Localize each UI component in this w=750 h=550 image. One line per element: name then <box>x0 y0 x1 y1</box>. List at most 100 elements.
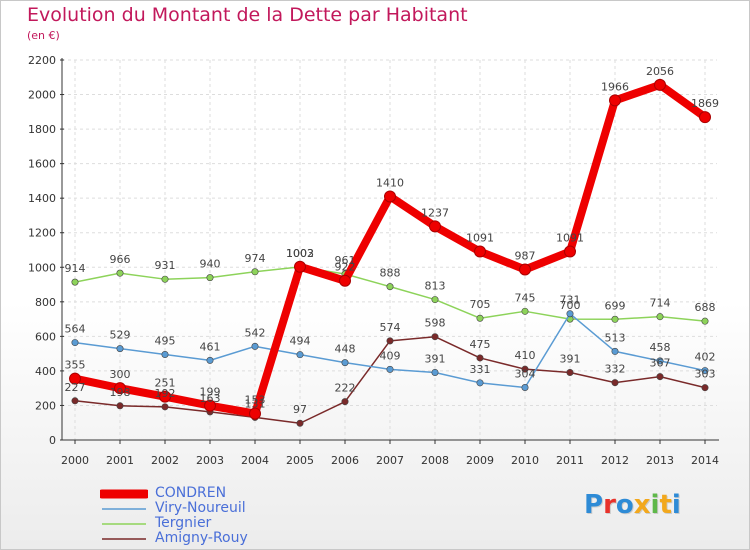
point-condren-2009 <box>474 245 486 258</box>
point-condren-2008 <box>429 220 441 233</box>
point-condren-2012 <box>609 94 621 107</box>
data-label-viry-noureuil-2005: 494 <box>290 335 311 348</box>
data-label-viry-noureuil-2012: 513 <box>605 331 626 344</box>
point-amigny-rouy-2007 <box>386 337 394 345</box>
point-viry-noureuil-2002 <box>161 350 169 358</box>
point-tergnier-2001 <box>116 269 124 277</box>
x-tick-label-2009: 2009 <box>466 454 494 467</box>
x-tick-label-2001: 2001 <box>106 454 134 467</box>
point-condren-2006 <box>339 274 351 287</box>
data-label-amigny-rouy-2014: 303 <box>695 368 716 381</box>
data-label-amigny-rouy-2009: 475 <box>470 338 491 351</box>
point-viry-noureuil-2012 <box>611 347 619 355</box>
data-label-viry-noureuil-2009: 331 <box>470 363 491 376</box>
point-amigny-rouy-2006 <box>341 398 349 406</box>
data-label-condren-2013: 2056 <box>646 65 674 78</box>
x-tick-label-2013: 2013 <box>646 454 674 467</box>
y-tick-label-1200: 1200 <box>28 227 56 240</box>
data-label-condren-2005: 1003 <box>286 247 314 260</box>
point-tergnier-2004 <box>251 268 259 276</box>
data-label-condren-2011: 1091 <box>556 232 584 245</box>
data-label-amigny-rouy-2003: 163 <box>200 392 221 405</box>
y-tick-label-400: 400 <box>35 365 56 378</box>
point-tergnier-2003 <box>206 274 214 282</box>
data-label-viry-noureuil-2010: 304 <box>515 367 536 380</box>
x-tick-label-2011: 2011 <box>556 454 584 467</box>
x-tick-label-2004: 2004 <box>241 454 269 467</box>
y-tick-label-200: 200 <box>35 399 56 412</box>
y-tick-label-2200: 2200 <box>28 54 56 67</box>
point-tergnier-2000 <box>71 278 79 286</box>
point-tergnier-2010 <box>521 307 529 315</box>
point-condren-2007 <box>384 190 396 203</box>
data-label-amigny-rouy-2008: 598 <box>425 317 446 330</box>
x-tick-label-2000: 2000 <box>61 454 89 467</box>
legend-label-viry-noureuil: Viry-Noureuil <box>155 500 246 516</box>
data-label-viry-noureuil-2008: 391 <box>425 352 446 365</box>
data-label-viry-noureuil-2014: 402 <box>695 351 716 364</box>
data-label-amigny-rouy-2005: 97 <box>293 403 307 416</box>
series-lines <box>69 78 711 427</box>
data-label-condren-2004: 153 <box>245 394 266 407</box>
data-label-viry-noureuil-2003: 461 <box>200 340 221 353</box>
x-tick-label-2006: 2006 <box>331 454 359 467</box>
point-condren-2011 <box>564 245 576 258</box>
data-label-tergnier-2003: 940 <box>200 258 221 271</box>
x-tick-label-2005: 2005 <box>286 454 314 467</box>
data-label-tergnier-2011: 700 <box>560 299 581 312</box>
data-label-tergnier-2007: 888 <box>380 267 401 280</box>
data-label-condren-2007: 1410 <box>376 176 404 189</box>
data-label-tergnier-2001: 966 <box>110 253 131 266</box>
legend-label-amigny-rouy: Amigny-Rouy <box>155 530 248 546</box>
point-condren-2004 <box>249 407 261 420</box>
data-label-condren-2001: 300 <box>110 368 131 381</box>
point-condren-2000 <box>69 372 81 385</box>
point-amigny-rouy-2012 <box>611 379 619 387</box>
point-viry-noureuil-2006 <box>341 359 349 367</box>
y-tick-label-800: 800 <box>35 296 56 309</box>
legend-label-condren: CONDREN <box>155 485 227 501</box>
data-label-condren-2002: 251 <box>155 377 176 390</box>
point-condren-2005 <box>294 260 306 273</box>
legend-swatch-tergnier <box>102 523 146 525</box>
data-label-tergnier-2002: 931 <box>155 259 176 272</box>
data-label-amigny-rouy-2012: 332 <box>605 363 626 376</box>
legend: CONDREN Viry-Noureuil Tergnier Amigny-Ro… <box>100 486 248 546</box>
data-label-amigny-rouy-2011: 391 <box>560 352 581 365</box>
proxiti-logo: Proxiti <box>584 490 681 520</box>
y-tick-label-1800: 1800 <box>28 123 56 136</box>
point-amigny-rouy-2005 <box>296 419 304 427</box>
point-amigny-rouy-2013 <box>656 373 664 381</box>
point-condren-2001 <box>114 382 126 395</box>
point-viry-noureuil-2009 <box>476 379 484 387</box>
chart-title: Evolution du Montant de la Dette par Hab… <box>27 4 468 26</box>
point-amigny-rouy-2001 <box>116 402 124 410</box>
data-label-condren-2014: 1869 <box>691 97 719 110</box>
data-label-tergnier-2014: 688 <box>695 301 716 314</box>
legend-item-tergnier: Tergnier <box>100 516 248 531</box>
y-tick-label-2000: 2000 <box>28 89 56 102</box>
data-label-amigny-rouy-2002: 192 <box>155 387 176 400</box>
legend-swatch-amigny-rouy <box>102 538 146 540</box>
point-condren-2003 <box>204 399 216 412</box>
data-label-tergnier-2012: 699 <box>605 299 626 312</box>
point-tergnier-2007 <box>386 283 394 291</box>
point-tergnier-2012 <box>611 315 619 323</box>
point-viry-noureuil-2003 <box>206 356 214 364</box>
data-label-tergnier-2013: 714 <box>650 297 671 310</box>
data-label-amigny-rouy-2001: 198 <box>110 386 131 399</box>
legend-item-viry-noureuil: Viry-Noureuil <box>100 501 248 516</box>
y-tick-label-1000: 1000 <box>28 261 56 274</box>
point-viry-noureuil-2011 <box>566 310 574 318</box>
data-label-condren-2003: 199 <box>200 386 221 399</box>
y-tick-label-1600: 1600 <box>28 158 56 171</box>
axes: 0 200 400 600 800 1000 1200 1400 1600 1800 2000 220… <box>28 54 719 467</box>
legend-swatch-viry-noureuil <box>102 508 146 510</box>
data-label-tergnier-2005: 1002 <box>286 247 314 260</box>
legend-swatch-condren <box>100 489 148 499</box>
data-label-viry-noureuil-2004: 542 <box>245 326 266 339</box>
point-condren-2010 <box>519 263 531 276</box>
point-viry-noureuil-2001 <box>116 345 124 353</box>
